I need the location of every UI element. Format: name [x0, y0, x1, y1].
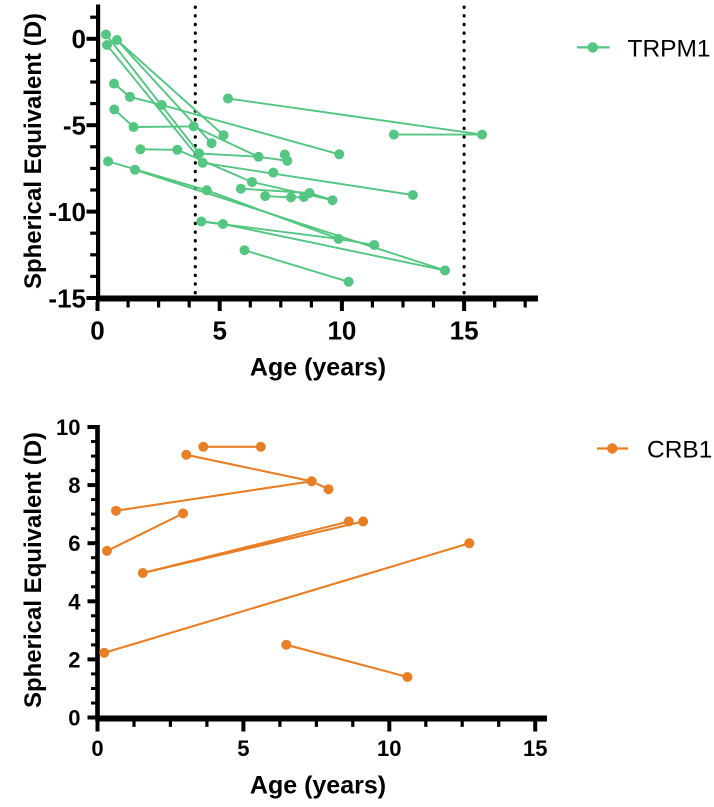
svg-text:15: 15 [523, 736, 547, 761]
svg-text:4: 4 [68, 589, 81, 614]
svg-text:10: 10 [327, 315, 356, 345]
svg-text:5: 5 [212, 315, 226, 345]
svg-text:15: 15 [450, 315, 479, 345]
svg-text:TRPM1: TRPM1 [628, 36, 711, 63]
svg-text:6: 6 [68, 531, 80, 556]
svg-text:10: 10 [377, 736, 401, 761]
svg-text:5: 5 [237, 736, 249, 761]
svg-text:0: 0 [91, 736, 103, 761]
svg-text:Age (years): Age (years) [250, 354, 386, 382]
svg-text:0: 0 [68, 706, 80, 731]
svg-text:-5: -5 [63, 111, 86, 141]
svg-text:0: 0 [90, 315, 104, 345]
svg-text:Age (years): Age (years) [250, 772, 386, 800]
svg-text:0: 0 [72, 24, 86, 54]
svg-text:2: 2 [68, 647, 80, 672]
svg-text:Spherical Equivalent (D): Spherical Equivalent (D) [20, 432, 47, 708]
svg-text:10: 10 [56, 415, 80, 440]
svg-text:CRB1: CRB1 [647, 437, 712, 464]
svg-text:-15: -15 [48, 283, 86, 313]
svg-text:Spherical Equivalent (D): Spherical Equivalent (D) [20, 13, 47, 289]
svg-text:-10: -10 [48, 197, 86, 227]
svg-text:8: 8 [68, 473, 80, 498]
